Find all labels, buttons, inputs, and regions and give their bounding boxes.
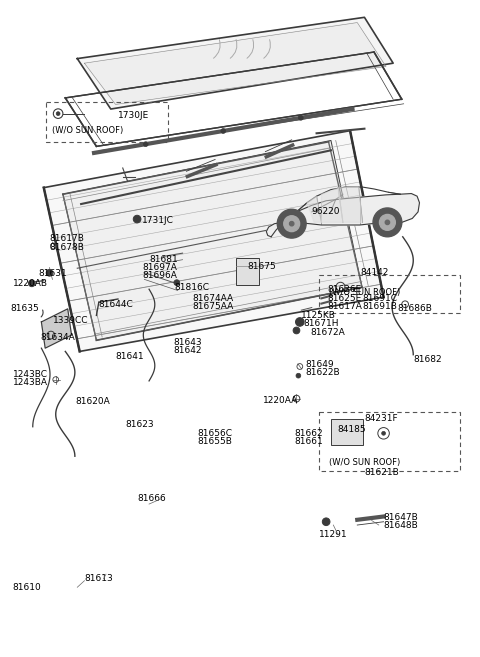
Text: 81625E: 81625E bbox=[327, 294, 362, 303]
Circle shape bbox=[174, 280, 180, 286]
Polygon shape bbox=[338, 187, 362, 222]
Polygon shape bbox=[41, 309, 72, 348]
Circle shape bbox=[373, 208, 402, 237]
Text: 81671H: 81671H bbox=[303, 319, 339, 328]
Polygon shape bbox=[77, 17, 393, 109]
Text: 81634A: 81634A bbox=[40, 332, 75, 342]
Circle shape bbox=[289, 221, 294, 226]
Text: 81647B: 81647B bbox=[384, 512, 419, 522]
Polygon shape bbox=[307, 196, 322, 222]
Bar bbox=[319, 275, 460, 313]
Text: 81674AA: 81674AA bbox=[192, 294, 233, 303]
Polygon shape bbox=[266, 194, 420, 237]
Circle shape bbox=[144, 142, 148, 147]
Text: 81649: 81649 bbox=[305, 360, 334, 369]
Text: 1339CC: 1339CC bbox=[53, 316, 89, 325]
Circle shape bbox=[293, 327, 300, 334]
Text: 81613: 81613 bbox=[84, 574, 113, 583]
Text: 81617B: 81617B bbox=[49, 235, 84, 243]
Circle shape bbox=[56, 112, 60, 116]
Circle shape bbox=[296, 317, 304, 327]
Circle shape bbox=[284, 215, 300, 232]
Text: 96220: 96220 bbox=[312, 208, 340, 216]
Text: 81691C: 81691C bbox=[362, 294, 397, 303]
Text: 81661: 81661 bbox=[295, 438, 324, 446]
Text: 81697A: 81697A bbox=[142, 263, 177, 272]
Text: (W/O SUN ROOF): (W/O SUN ROOF) bbox=[328, 459, 400, 467]
Text: 81682: 81682 bbox=[413, 355, 442, 365]
Polygon shape bbox=[84, 22, 386, 104]
Circle shape bbox=[221, 129, 226, 133]
Text: 1730JE: 1730JE bbox=[118, 111, 149, 120]
Text: 81675: 81675 bbox=[248, 261, 276, 271]
Text: 1125KB: 1125KB bbox=[301, 311, 336, 320]
Text: 81642: 81642 bbox=[173, 346, 202, 355]
Circle shape bbox=[133, 215, 141, 223]
Bar bbox=[46, 102, 168, 142]
Text: 1243BA: 1243BA bbox=[12, 378, 48, 388]
Text: (W/O SUN ROOF): (W/O SUN ROOF) bbox=[328, 288, 400, 297]
Circle shape bbox=[385, 220, 390, 225]
Circle shape bbox=[382, 432, 385, 435]
Circle shape bbox=[296, 373, 301, 378]
Text: 81622B: 81622B bbox=[305, 368, 340, 377]
Text: 81623: 81623 bbox=[125, 420, 154, 429]
Text: 81675AA: 81675AA bbox=[192, 302, 233, 311]
Text: 81696A: 81696A bbox=[142, 271, 177, 280]
Text: 84231F: 84231F bbox=[364, 415, 398, 423]
Text: 81643: 81643 bbox=[173, 338, 202, 347]
Text: 81620A: 81620A bbox=[75, 397, 109, 407]
Text: (W/O SUN ROOF): (W/O SUN ROOF) bbox=[52, 126, 124, 135]
Text: 81662: 81662 bbox=[295, 430, 323, 438]
Text: 81666: 81666 bbox=[137, 494, 166, 503]
Text: 1220AB: 1220AB bbox=[12, 279, 48, 288]
Text: 81631: 81631 bbox=[38, 269, 67, 278]
Text: 81621B: 81621B bbox=[364, 468, 399, 477]
Text: 1220AA: 1220AA bbox=[263, 396, 298, 405]
Text: 84185: 84185 bbox=[337, 425, 366, 434]
Text: 81610: 81610 bbox=[12, 583, 41, 592]
Text: 81635: 81635 bbox=[10, 304, 39, 313]
Text: 81648B: 81648B bbox=[384, 520, 419, 530]
Circle shape bbox=[380, 214, 396, 231]
Bar bbox=[331, 419, 363, 445]
Circle shape bbox=[46, 269, 53, 276]
Text: 1731JC: 1731JC bbox=[142, 216, 174, 225]
Circle shape bbox=[277, 210, 306, 238]
Text: 11291: 11291 bbox=[319, 530, 348, 539]
Text: 81681: 81681 bbox=[149, 254, 178, 263]
Text: 81672A: 81672A bbox=[311, 328, 346, 337]
Bar bbox=[319, 412, 460, 470]
Bar bbox=[236, 258, 259, 284]
Text: 81626E: 81626E bbox=[327, 285, 362, 294]
Circle shape bbox=[299, 116, 303, 120]
Text: 81644C: 81644C bbox=[99, 300, 133, 309]
Text: 81686B: 81686B bbox=[397, 304, 432, 313]
Circle shape bbox=[323, 518, 330, 526]
Text: 81816C: 81816C bbox=[174, 283, 209, 292]
Polygon shape bbox=[44, 131, 384, 351]
Circle shape bbox=[28, 280, 35, 286]
Text: 81655B: 81655B bbox=[197, 438, 232, 446]
Polygon shape bbox=[322, 189, 343, 222]
Text: 81617A: 81617A bbox=[327, 302, 362, 311]
Text: 84142: 84142 bbox=[360, 268, 389, 277]
Text: 81678B: 81678B bbox=[49, 243, 84, 252]
Text: 81656C: 81656C bbox=[197, 430, 232, 438]
Text: 81691B: 81691B bbox=[362, 302, 397, 311]
Text: 81641: 81641 bbox=[116, 352, 144, 361]
Text: 1243BC: 1243BC bbox=[12, 370, 48, 379]
Polygon shape bbox=[63, 141, 362, 340]
